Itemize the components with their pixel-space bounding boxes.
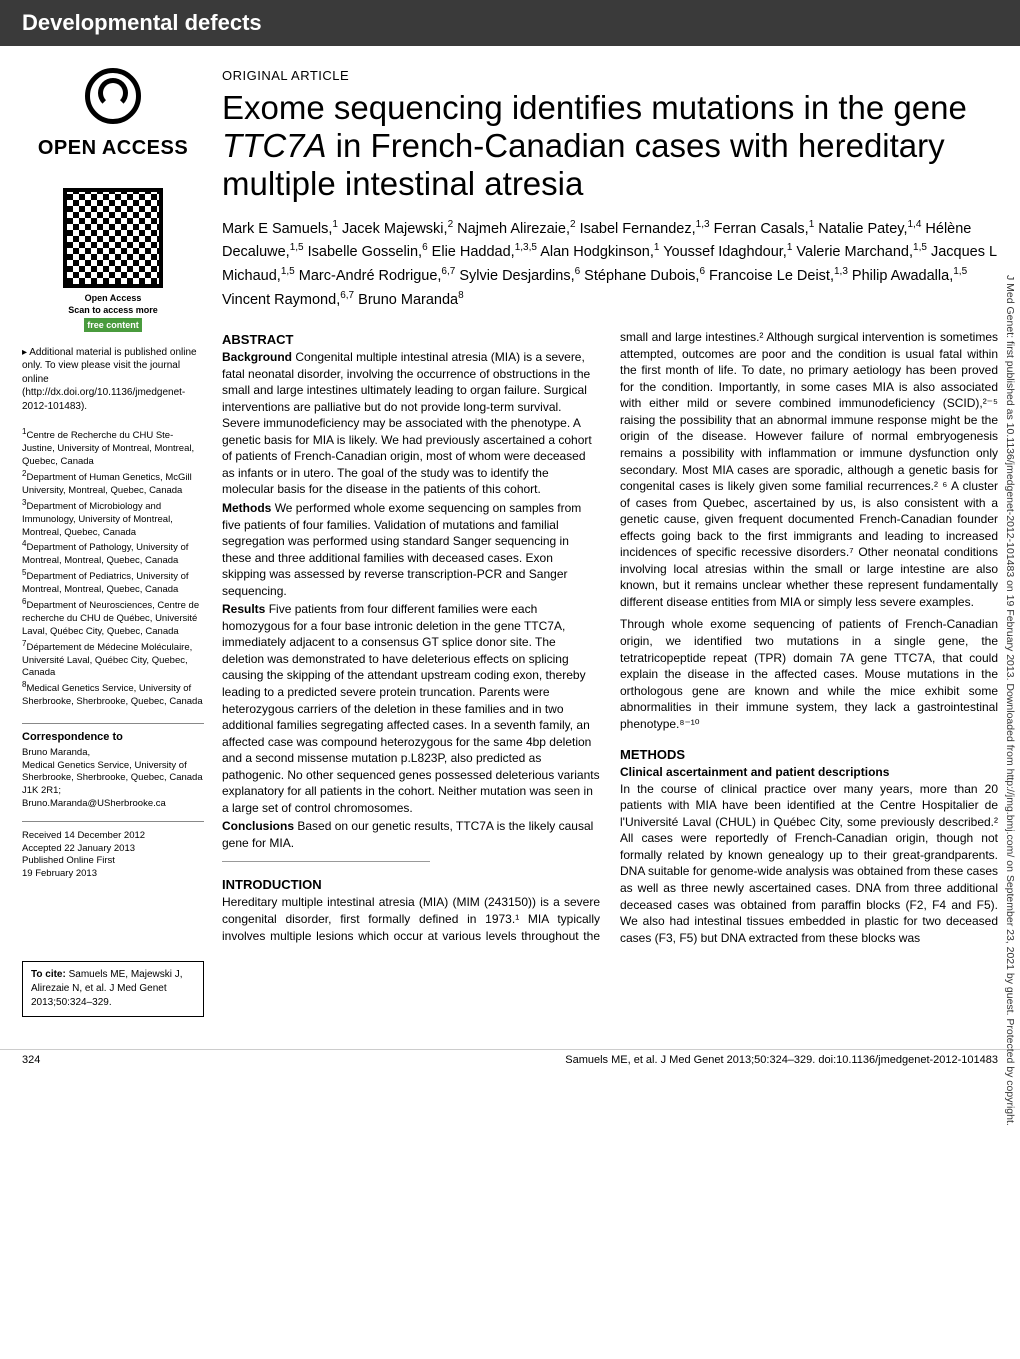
- qr-block: Open Access Scan to access more free con…: [22, 188, 204, 332]
- qr-caption: Open Access Scan to access more free con…: [22, 292, 204, 332]
- qr-code-icon: [63, 188, 163, 288]
- open-access-icon: [85, 68, 141, 124]
- section-divider: [222, 861, 430, 862]
- article-type: ORIGINAL ARTICLE: [222, 68, 998, 83]
- section-header: Developmental defects: [0, 0, 1020, 46]
- history-body: Received 14 December 2012Accepted 22 Jan…: [22, 830, 204, 881]
- qr-line3: free content: [84, 318, 142, 332]
- methods-text: We performed whole exome sequencing on s…: [222, 501, 581, 598]
- correspondence-heading: Correspondence to: [22, 723, 204, 745]
- cite-label: To cite:: [31, 969, 66, 980]
- page-number: 324: [22, 1054, 40, 1066]
- page-footer: 324 Samuels ME, et al. J Med Genet 2013;…: [0, 1049, 1020, 1078]
- history-divider: [22, 821, 204, 828]
- methods-subheading: Clinical ascertainment and patient descr…: [620, 764, 998, 781]
- footer-citation: Samuels ME, et al. J Med Genet 2013;50:3…: [565, 1054, 998, 1066]
- qr-line1: Open Access: [85, 293, 142, 303]
- bg-text: Congenital multiple intestinal atresia (…: [222, 350, 592, 496]
- main-column: ORIGINAL ARTICLE Exome sequencing identi…: [222, 68, 998, 1017]
- abstract-section: ABSTRACT Background Congenital multiple …: [222, 331, 600, 851]
- open-access-logo: OPEN ACCESS: [22, 68, 204, 162]
- bg-label: Background: [222, 350, 292, 364]
- author-list: Mark E Samuels,1 Jacek Majewski,2 Najmeh…: [222, 217, 998, 311]
- concl-label: Conclusions: [222, 819, 294, 833]
- citation-box: To cite: Samuels ME, Majewski J, Alireza…: [22, 961, 204, 1017]
- correspondence-body: Bruno Maranda,Medical Genetics Service, …: [22, 747, 204, 811]
- abstract-heading: ABSTRACT: [222, 331, 600, 349]
- affiliations: 1Centre de Recherche du CHU Ste-Justine,…: [22, 427, 204, 709]
- left-sidebar: OPEN ACCESS Open Access Scan to access m…: [22, 68, 204, 1017]
- body-columns: ABSTRACT Background Congenital multiple …: [222, 329, 998, 946]
- open-access-label: OPEN ACCESS: [22, 135, 204, 162]
- results-text: Five patients from four different famili…: [222, 602, 600, 815]
- methods-label: Methods: [222, 501, 271, 515]
- methods-body: In the course of clinical practice over …: [620, 781, 998, 946]
- qr-line2: Scan to access more: [68, 305, 158, 315]
- supplementary-note: ▸ Additional material is published onlin…: [22, 346, 204, 414]
- results-label: Results: [222, 602, 265, 616]
- copyright-gutter: J Med Genet: first published as 10.1136/…: [1004, 60, 1016, 1340]
- article-title: Exome sequencing identifies mutations in…: [222, 89, 998, 203]
- intro-heading: INTRODUCTION: [222, 876, 600, 894]
- methods-heading: METHODS: [620, 746, 998, 764]
- intro-body2: Through whole exome sequencing of patien…: [620, 616, 998, 732]
